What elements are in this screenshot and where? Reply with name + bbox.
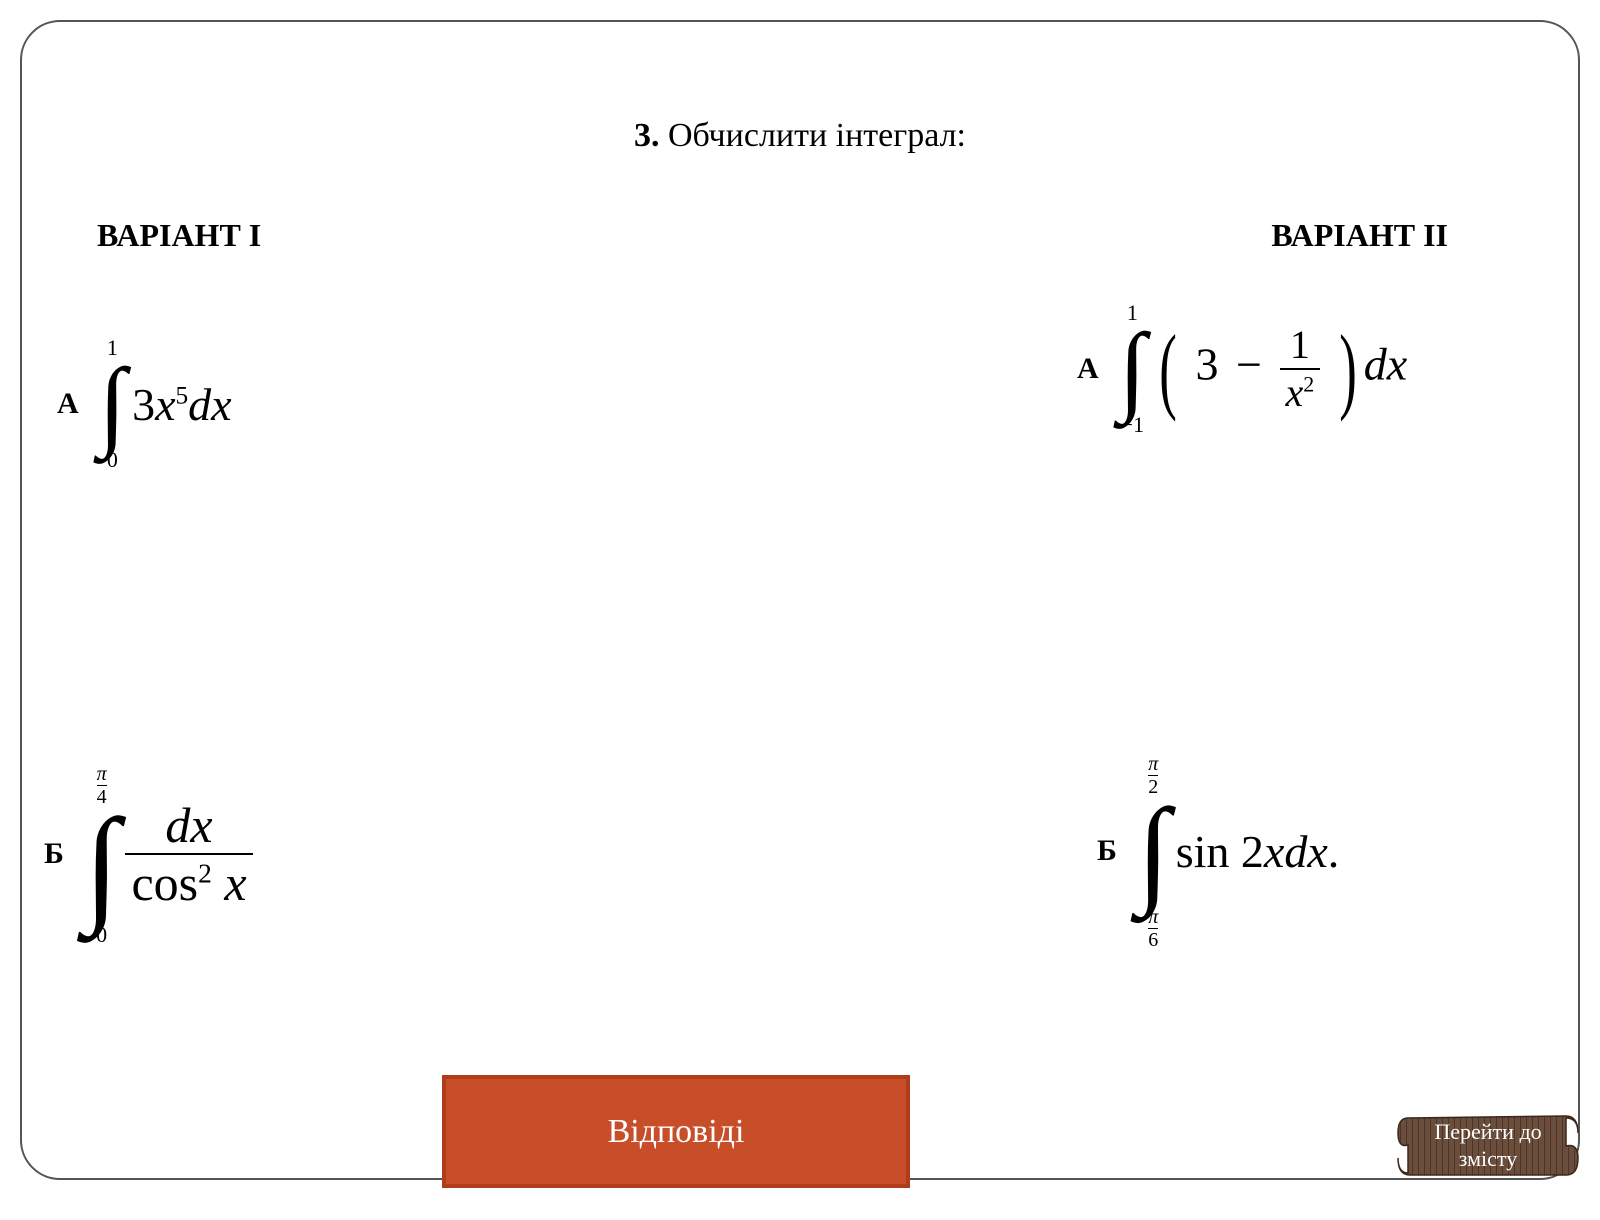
variant-1-heading: ВАРІАНТ I bbox=[97, 217, 261, 254]
upper-num: π bbox=[1148, 754, 1158, 774]
integral-sign: 1 ∫ 0 bbox=[99, 337, 126, 471]
integral-glyph: ∫ bbox=[84, 807, 120, 924]
power: 2 bbox=[198, 857, 212, 888]
integral-v2b: π 2 ∫ π 6 sin 2xdx. bbox=[1137, 752, 1339, 950]
question-number: 3. bbox=[634, 117, 660, 154]
arg-var: x bbox=[1264, 826, 1284, 877]
item-label-a: А bbox=[1077, 352, 1099, 386]
toc-button-label: Перейти до змісту bbox=[1434, 1119, 1541, 1172]
problem-v1-b: Б π 4 ∫ 0 dx cos2 x bbox=[44, 762, 253, 946]
left-paren: ( bbox=[1159, 331, 1177, 408]
answers-button-label: Відповіді bbox=[608, 1113, 745, 1151]
item-label-b: Б bbox=[44, 837, 64, 871]
toc-line2: змісту bbox=[1459, 1146, 1518, 1171]
problem-v1-a: А 1 ∫ 0 3x5dx bbox=[57, 337, 232, 471]
var: x bbox=[155, 379, 175, 430]
fraction: dx cos2 x bbox=[125, 799, 252, 910]
arg-coef: 2 bbox=[1241, 826, 1264, 877]
integral-glyph: ∫ bbox=[1137, 797, 1170, 905]
integrand: sin 2xdx. bbox=[1176, 825, 1340, 878]
lower-den: 6 bbox=[1148, 930, 1158, 950]
integrand: 3x5dx bbox=[132, 378, 232, 431]
toc-line1: Перейти до bbox=[1434, 1119, 1541, 1144]
question-text: Обчислити інтеграл: bbox=[668, 117, 966, 154]
integral-v1a: 1 ∫ 0 3x5dx bbox=[99, 337, 232, 471]
right-paren: ) bbox=[1339, 331, 1357, 408]
lower-limit: 0 bbox=[96, 924, 107, 946]
integral-v1b: π 4 ∫ 0 dx cos2 x bbox=[84, 762, 253, 946]
question-title: 3. Обчислити інтеграл: bbox=[22, 117, 1578, 155]
lower-limit: π 6 bbox=[1148, 905, 1158, 950]
denominator: x2 bbox=[1280, 372, 1321, 414]
coef: 3 bbox=[132, 379, 155, 430]
slide-frame: 3. Обчислити інтеграл: ВАРІАНТ I ВАРІАНТ… bbox=[20, 20, 1580, 1180]
dx: dx bbox=[1364, 339, 1407, 390]
integral-sign: 1 ∫ −1 bbox=[1119, 302, 1146, 436]
integral-v2a: 1 ∫ −1 ( 3 − 1 x2 )dx bbox=[1119, 302, 1407, 436]
fraction: 1 x2 bbox=[1280, 324, 1321, 414]
integral-sign: π 4 ∫ 0 bbox=[84, 762, 120, 946]
fn-cos: cos bbox=[131, 855, 198, 911]
lower-num: π bbox=[1148, 907, 1158, 927]
lower-limit: 0 bbox=[107, 449, 118, 471]
numerator: dx bbox=[159, 799, 218, 852]
integrand: dx cos2 x bbox=[125, 799, 252, 910]
answers-button[interactable]: Відповіді bbox=[442, 1075, 910, 1188]
integrand: ( 3 − 1 x2 )dx bbox=[1152, 324, 1407, 414]
denominator: cos2 x bbox=[125, 857, 252, 910]
item-label-b: Б bbox=[1097, 834, 1117, 868]
power: 2 bbox=[1303, 372, 1314, 397]
item-label-a: А bbox=[57, 387, 79, 421]
upper-num: π bbox=[97, 764, 107, 784]
var: x bbox=[1286, 370, 1304, 415]
problem-v2-b: Б π 2 ∫ π 6 bbox=[1097, 752, 1339, 950]
power: 5 bbox=[176, 381, 189, 409]
period: . bbox=[1328, 826, 1340, 877]
term-3: 3 bbox=[1196, 339, 1219, 390]
integral-glyph: ∫ bbox=[99, 359, 126, 449]
var: x bbox=[224, 855, 246, 911]
fn-sin: sin bbox=[1176, 826, 1230, 877]
numerator: 1 bbox=[1284, 324, 1316, 366]
lower-limit: −1 bbox=[1121, 414, 1144, 436]
toc-button[interactable]: Перейти до змісту bbox=[1388, 1103, 1588, 1188]
integral-sign: π 2 ∫ π 6 bbox=[1137, 752, 1170, 950]
problem-v2-a: А 1 ∫ −1 ( 3 − 1 x2 )dx bbox=[1077, 302, 1407, 436]
minus: − bbox=[1230, 339, 1268, 390]
dx: dx bbox=[188, 379, 231, 430]
integral-glyph: ∫ bbox=[1119, 324, 1146, 414]
variant-2-heading: ВАРІАНТ II bbox=[1271, 217, 1448, 254]
dx: dx bbox=[1284, 826, 1327, 877]
